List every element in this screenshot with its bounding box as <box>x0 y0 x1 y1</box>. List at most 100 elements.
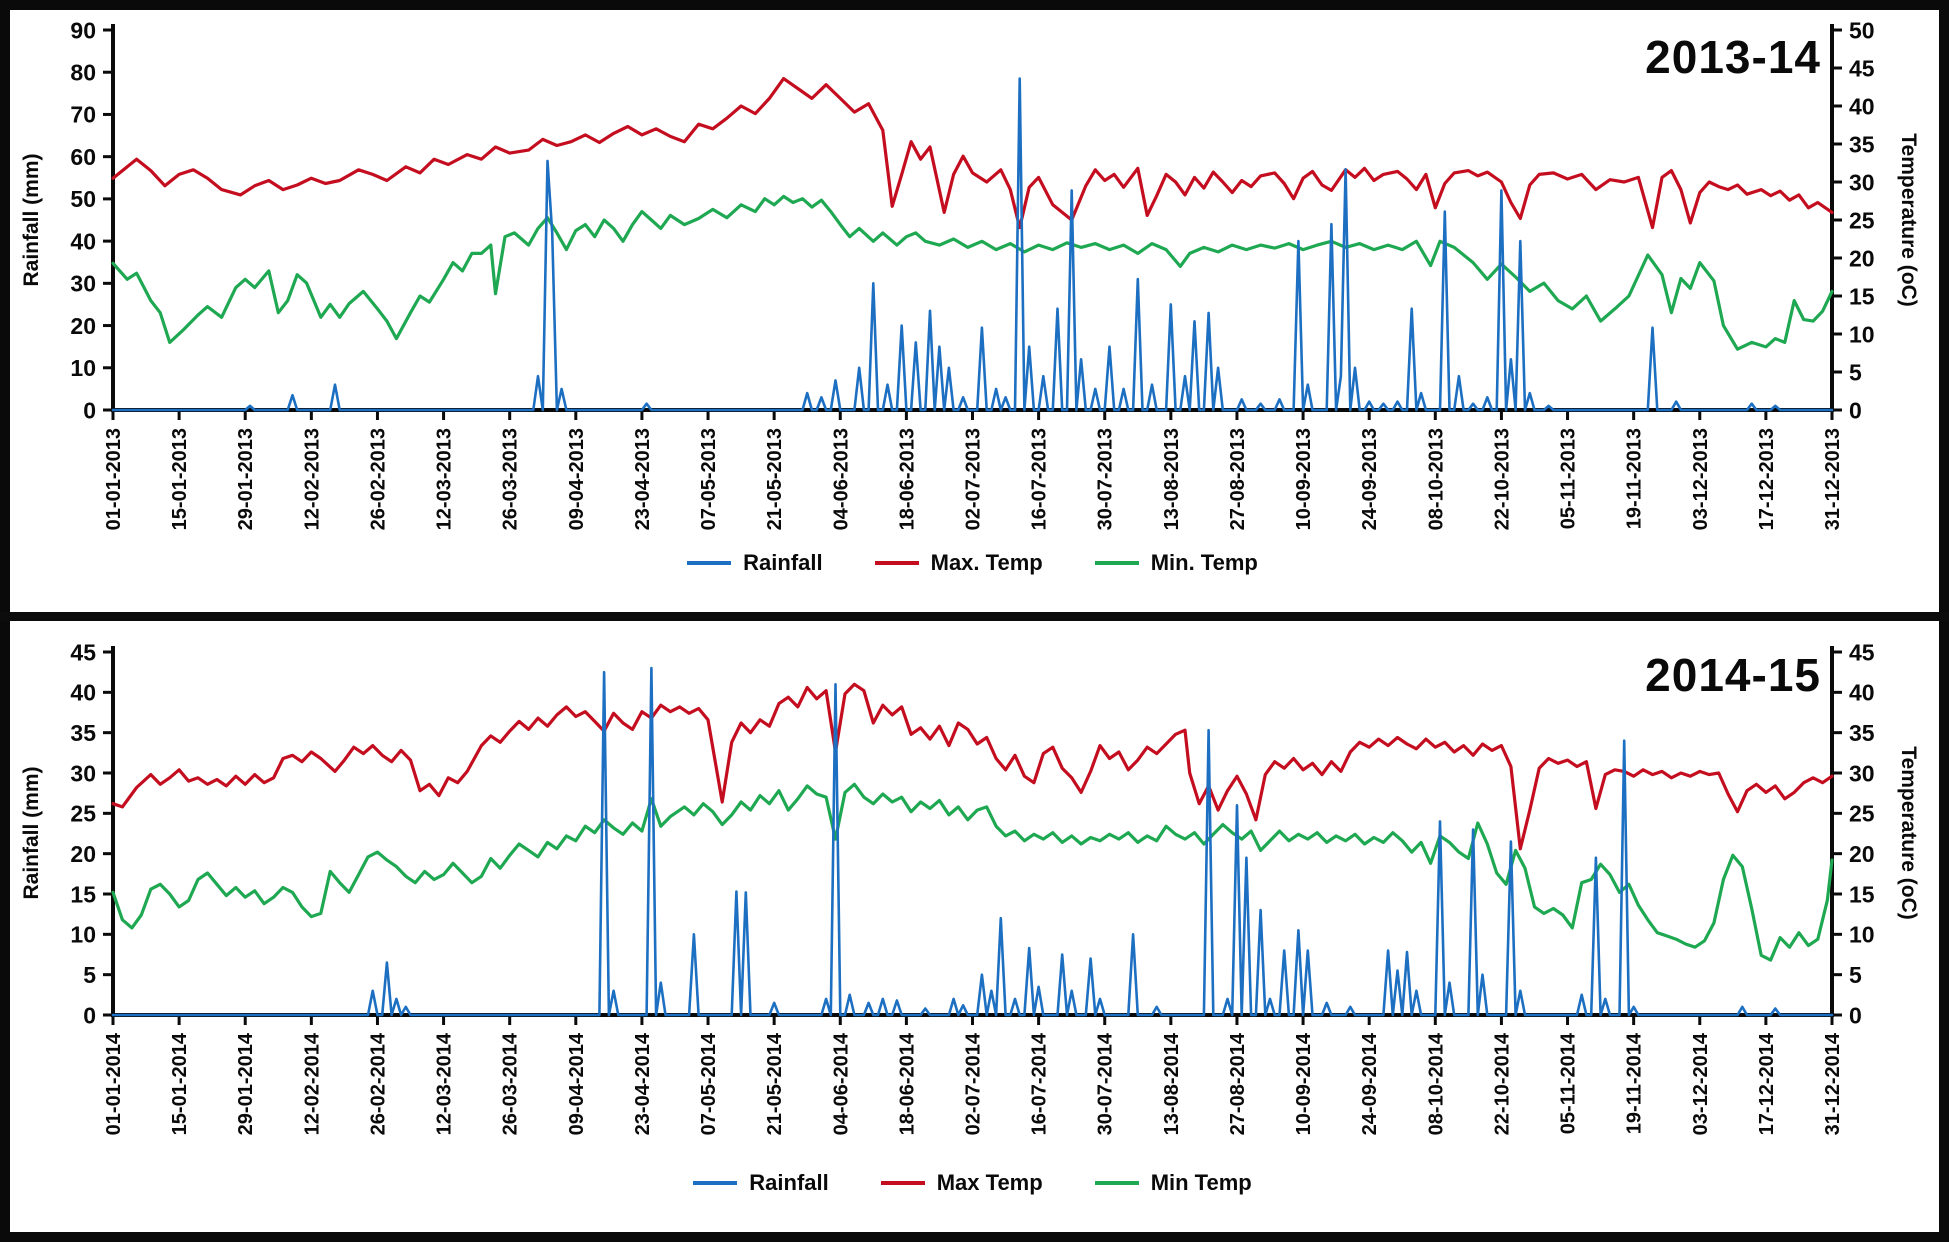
right-axis-title-2014: Temperature (oC) <box>1897 746 1920 920</box>
series-line-max_temp <box>111 76 1834 230</box>
legend-label: Rainfall <box>749 1170 829 1195</box>
left-tick-label: 80 <box>70 60 96 86</box>
right-tick-label: 35 <box>1849 131 1875 157</box>
x-tick-label: 07-05-2013 <box>698 428 720 530</box>
x-tick-label: 23-04-2013 <box>632 428 654 530</box>
x-tick-label: 26-02-2014 <box>367 1032 389 1135</box>
series-line-min_temp <box>111 194 1834 351</box>
right-tick-label: 5 <box>1849 962 1862 988</box>
right-tick-label: 0 <box>1849 397 1862 423</box>
left-tick-label: 15 <box>70 881 96 907</box>
x-tick-label: 02-07-2014 <box>963 1032 985 1135</box>
left-tick-label: 30 <box>70 271 96 297</box>
x-tick-label: 24-09-2013 <box>1359 428 1381 530</box>
right-tick-label: 45 <box>1849 639 1875 665</box>
left-tick-label: 20 <box>70 313 96 339</box>
left-tick-label: 50 <box>70 186 96 212</box>
x-tick-label: 01-01-2014 <box>103 1032 125 1135</box>
left-axis-title-2014: Rainfall (mm) <box>20 766 43 900</box>
x-tick-label: 31-12-2013 <box>1822 428 1844 530</box>
left-tick-label: 10 <box>70 922 96 948</box>
x-tick-label: 12-03-2014 <box>434 1032 456 1135</box>
right-tick-label: 10 <box>1849 922 1875 948</box>
x-tick-label: 18-06-2014 <box>896 1032 918 1135</box>
right-tick-label: 10 <box>1849 321 1875 347</box>
legend-item-min-temp: Min. Temp <box>1094 550 1258 576</box>
legend-item-max-temp: Max Temp <box>880 1170 1043 1196</box>
series-line-max_temp <box>111 682 1834 851</box>
x-tick-label: 29-01-2014 <box>235 1032 257 1135</box>
right-tick-label: 30 <box>1849 760 1875 786</box>
left-tick-label: 60 <box>70 144 96 170</box>
left-tick-label: 25 <box>70 801 96 827</box>
x-tick-label: 22-10-2013 <box>1491 428 1513 530</box>
x-tick-label: 17-12-2014 <box>1756 1032 1778 1135</box>
x-tick-label: 05-11-2013 <box>1558 428 1580 529</box>
x-tick-label: 16-07-2013 <box>1029 428 1051 530</box>
right-tick-label: 15 <box>1849 283 1875 309</box>
x-tick-label: 13-08-2013 <box>1161 428 1183 530</box>
right-axis-title-2013: Temperature (oC) <box>1897 133 1920 307</box>
left-tick-label: 10 <box>70 355 96 381</box>
left-tick-label: 20 <box>70 841 96 867</box>
x-tick-label: 26-02-2013 <box>367 428 389 530</box>
x-tick-label: 12-03-2013 <box>434 428 456 530</box>
panel-divider <box>0 612 1949 621</box>
x-tick-label: 01-01-2013 <box>103 428 125 530</box>
chart-panel-2014-15: 0 5 10 15 20 25 30 35 40 45 0 5 10 15 20 25 30 35 40 45 01-0… <box>70 639 1874 1135</box>
legend-label: Rainfall <box>743 550 823 575</box>
legend-item-min-temp: Min Temp <box>1094 1170 1252 1196</box>
right-tick-label: 5 <box>1849 359 1862 385</box>
x-tick-label: 04-06-2013 <box>830 428 852 530</box>
x-tick-label: 24-09-2014 <box>1359 1032 1381 1135</box>
x-tick-label: 04-06-2014 <box>830 1032 852 1135</box>
legend-item-rainfall: Rainfall <box>687 550 823 576</box>
right-tick-label: 35 <box>1849 720 1875 746</box>
left-tick-label: 45 <box>70 639 96 665</box>
left-tick-label: 35 <box>70 720 96 746</box>
x-tick-label: 17-12-2013 <box>1756 428 1778 530</box>
right-tick-label: 50 <box>1849 17 1875 43</box>
right-tick-label: 0 <box>1849 1002 1862 1028</box>
x-tick-label: 15-01-2014 <box>169 1032 191 1135</box>
right-tick-label: 45 <box>1849 55 1875 81</box>
left-axis-title-2013: Rainfall (mm) <box>20 153 43 287</box>
x-tick-label: 10-09-2014 <box>1293 1032 1315 1135</box>
x-tick-label: 16-07-2014 <box>1029 1032 1051 1135</box>
left-tick-label: 40 <box>70 228 96 254</box>
x-tick-label: 09-04-2014 <box>566 1032 588 1135</box>
x-tick-label: 18-06-2013 <box>896 428 918 530</box>
x-tick-label: 26-03-2013 <box>500 428 522 530</box>
x-tick-label: 07-05-2014 <box>698 1032 720 1135</box>
left-tick-label: 30 <box>70 760 96 786</box>
series-line-rainfall <box>111 77 1834 412</box>
x-tick-label: 15-01-2013 <box>169 428 191 530</box>
x-tick-label: 26-03-2014 <box>500 1032 522 1135</box>
right-tick-label: 30 <box>1849 169 1875 195</box>
left-tick-label: 0 <box>83 1002 96 1028</box>
right-tick-label: 40 <box>1849 93 1875 119</box>
x-tick-label: 29-01-2013 <box>235 428 257 530</box>
left-tick-label: 5 <box>83 962 96 988</box>
x-tick-label: 13-08-2014 <box>1161 1032 1183 1135</box>
legend-2013: Rainfall Max. Temp Min. Temp <box>113 550 1832 576</box>
left-tick-label: 0 <box>83 397 96 423</box>
legend-label: Max. Temp <box>930 550 1043 575</box>
panel-title-2014-15: 2014-15 <box>1645 649 1821 701</box>
right-tick-label: 25 <box>1849 801 1875 827</box>
legend-label: Min. Temp <box>1150 550 1258 575</box>
right-tick-label: 20 <box>1849 245 1875 271</box>
x-tick-label: 05-11-2014 <box>1558 1032 1580 1134</box>
x-tick-label: 12-02-2014 <box>301 1032 323 1135</box>
max-temp-line-swatch <box>874 561 919 565</box>
x-tick-label: 27-08-2014 <box>1227 1032 1249 1135</box>
x-tick-label: 08-10-2013 <box>1425 428 1447 530</box>
min-temp-line-swatch <box>1094 561 1139 565</box>
x-tick-label: 09-04-2013 <box>566 428 588 530</box>
x-tick-label: 30-07-2014 <box>1095 1032 1117 1135</box>
x-tick-label: 31-12-2014 <box>1822 1032 1844 1135</box>
x-tick-label: 22-10-2014 <box>1491 1032 1513 1135</box>
